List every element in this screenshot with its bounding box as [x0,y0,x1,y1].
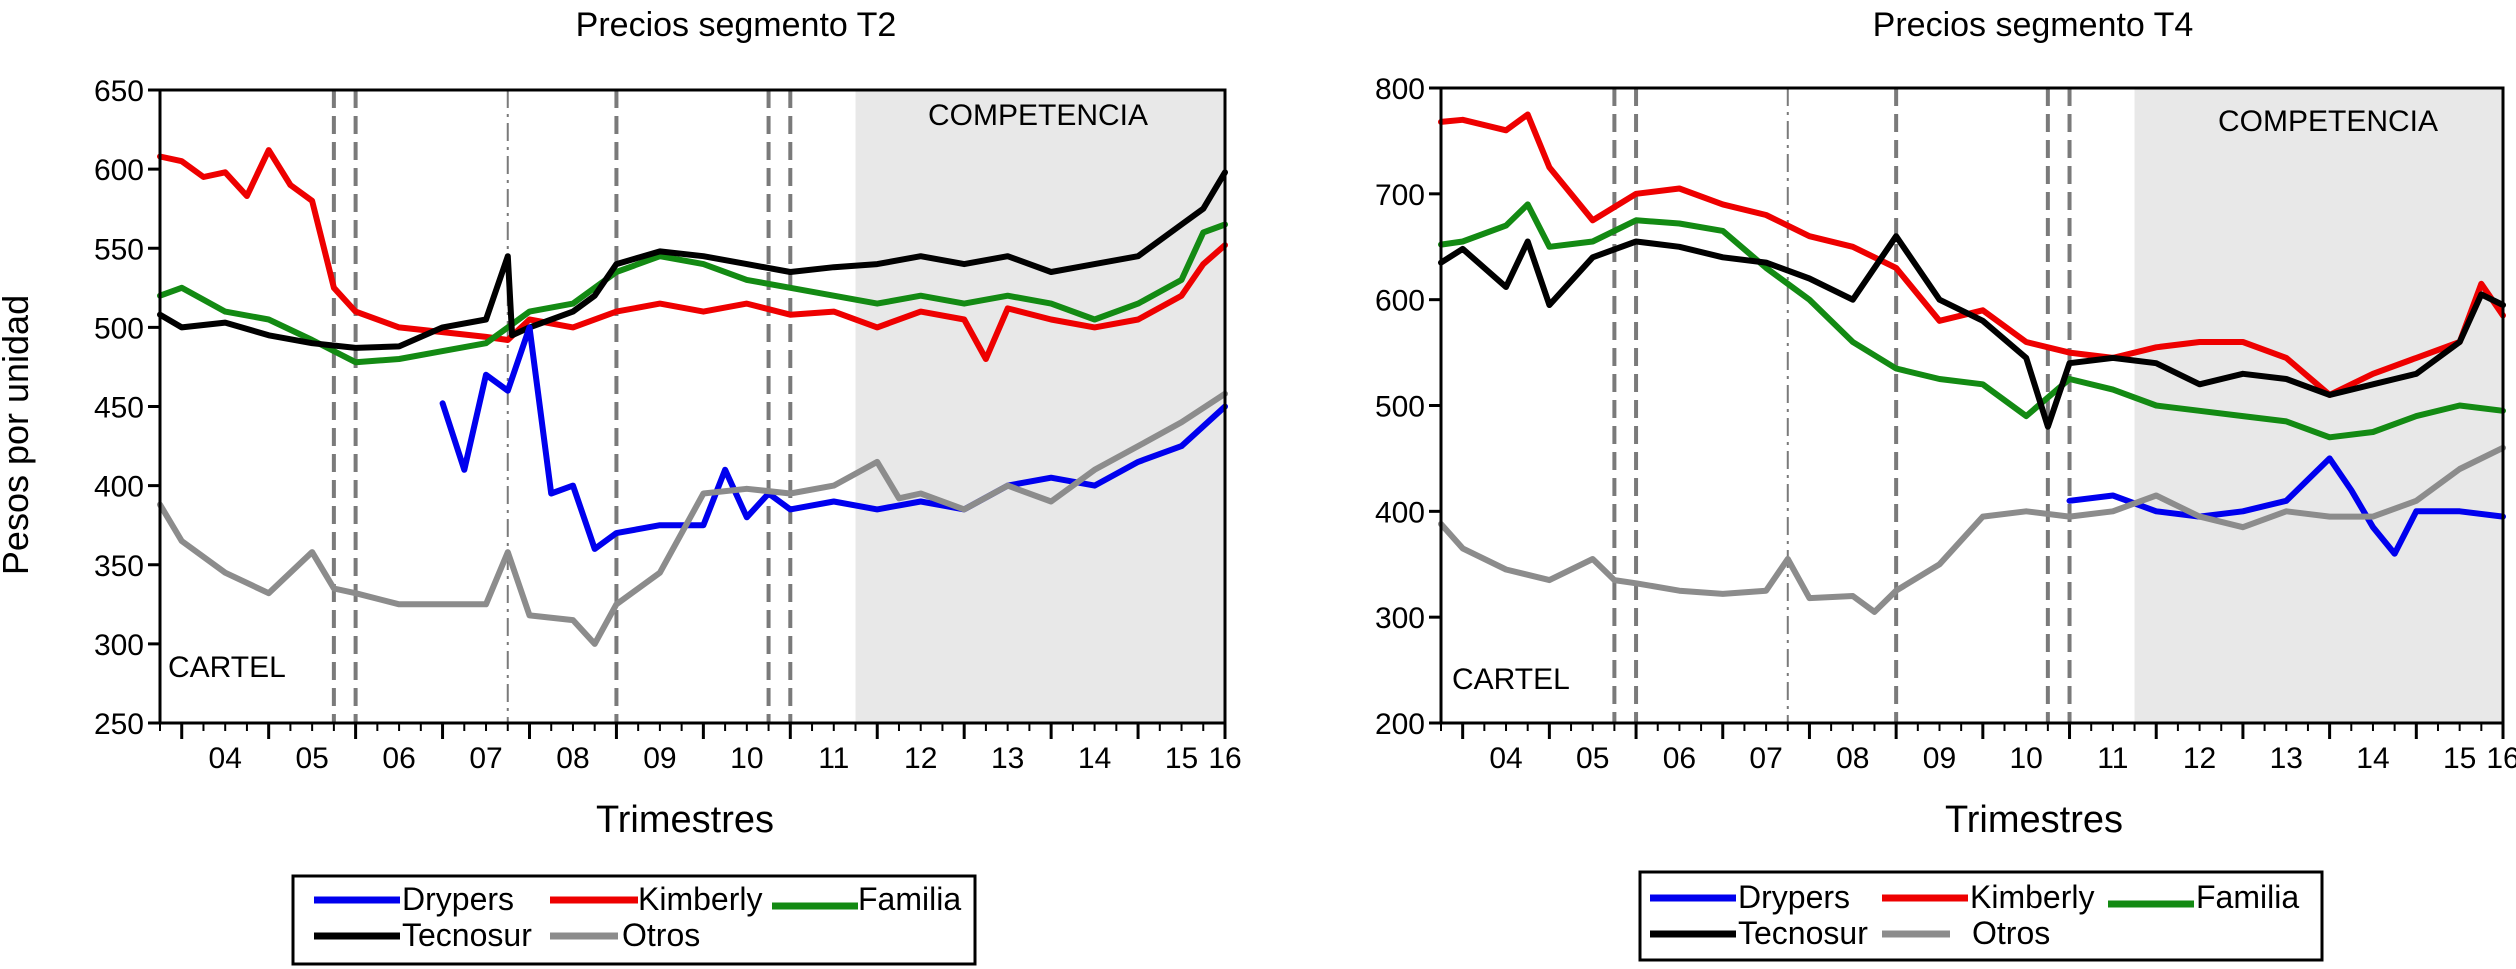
x-tick-label: 14 [1078,742,1111,775]
y-axis: 250 300 350 400 450 500 550 600 650 [94,75,160,741]
series-line-kimberly [1438,111,2506,398]
x-tick-label: 11 [818,742,849,775]
series-line-otros [1438,444,2506,615]
series-group [157,147,1228,647]
x-tick-label: 05 [295,742,328,775]
cartel-label: CARTEL [168,651,286,684]
legend-label-tecnosur: Tecnosur [1738,915,1868,951]
series-line-otros [157,390,1228,647]
y-tick-label: 500 [94,312,144,345]
x-axis: 04 05 06 07 08 09 10 11 12 13 14 15 16 [1440,723,2516,775]
series-line-tecnosur [157,169,1228,351]
x-tick-label: 06 [1663,742,1696,775]
event-lines [1612,88,2072,723]
x-tick-label: 10 [2009,742,2042,775]
x-tick-label: 09 [1923,742,1956,775]
event-lines [331,90,793,723]
y-tick-label: 200 [1375,708,1425,741]
y-tick-label: 800 [1375,73,1425,106]
y-tick-label: 400 [94,471,144,504]
x-tick-label: 05 [1576,742,1609,775]
series-line-drypers [2066,455,2506,557]
x-tick-label: 12 [2183,742,2216,775]
legend-label-otros: Otros [1972,915,2050,951]
y-tick-label: 400 [1375,496,1425,529]
y-tick-label: 300 [1375,602,1425,635]
legend-t4: Drypers Kimberly Familia Tecnosur Otros [1638,870,2324,962]
cartel-label: CARTEL [1452,663,1570,696]
y-tick-label: 650 [94,75,144,108]
x-tick-label: 04 [209,742,242,775]
series-line-familia [157,221,1228,366]
series-line-drypers [439,324,1228,552]
legend-label-familia: Familia [2196,879,2299,915]
y-axis-label: Pesos por unidad [0,295,36,575]
chart-t4: 200 300 400 500 600 700 800 04 05 06 07 08 09 10 11 12… [1375,6,2516,841]
x-axis-label: Trimestres [1945,799,2123,841]
x-tick-label: 14 [2356,742,2389,775]
chart-title: Precios segmento T4 [1873,6,2194,44]
x-tick-label: 16 [1208,742,1241,775]
x-tick-label: 12 [904,742,937,775]
legend-label-otros: Otros [622,917,700,953]
y-tick-label: 450 [94,392,144,425]
legend-label-kimberly: Kimberly [638,881,762,917]
legend-label-tecnosur: Tecnosur [402,917,532,953]
y-tick-label: 500 [1375,391,1425,424]
legend-label-familia: Familia [858,881,961,917]
y-tick-label: 600 [94,154,144,187]
x-tick-label: 16 [2486,742,2516,775]
legend-label-drypers: Drypers [402,881,514,917]
x-tick-label: 10 [730,742,763,775]
series-line-tecnosur [1438,233,2506,430]
legend-box [291,874,977,966]
series-line-kimberly [157,147,1228,362]
x-axis: 04 05 06 07 08 09 10 11 12 13 14 15 16 [159,723,1242,775]
competencia-region [855,90,1225,723]
y-tick-label: 300 [94,629,144,662]
x-axis-label: Trimestres [596,799,774,841]
x-tick-label: 09 [643,742,676,775]
y-axis: 200 300 400 500 600 700 800 [1375,73,1441,741]
x-tick-label: 07 [469,742,502,775]
legend-box [1638,870,2324,962]
y-tick-label: 600 [1375,285,1425,318]
x-tick-label: 15 [1165,742,1198,775]
x-tick-label: 15 [2443,742,2476,775]
x-tick-label: 08 [1836,742,1869,775]
x-tick-label: 13 [991,742,1024,775]
competencia-label: COMPETENCIA [2218,105,2438,138]
legend-label-drypers: Drypers [1738,879,1850,915]
x-tick-label: 06 [382,742,415,775]
y-tick-label: 350 [94,550,144,583]
y-tick-label: 700 [1375,179,1425,212]
y-tick-label: 250 [94,708,144,741]
legend-label-kimberly: Kimberly [1970,879,2094,915]
competencia-region [2134,88,2503,723]
x-tick-label: 04 [1489,742,1522,775]
competencia-label: COMPETENCIA [928,99,1148,132]
legend-t2: Drypers Kimberly Familia Tecnosur Otros [291,874,977,966]
y-tick-label: 550 [94,233,144,266]
series-line-familia [1438,201,2506,441]
chart-title: Precios segmento T2 [576,6,897,44]
x-tick-label: 13 [2270,742,2303,775]
series-group [1438,111,2506,615]
x-tick-label: 08 [556,742,589,775]
x-tick-label: 07 [1749,742,1782,775]
chart-t2: 250 300 350 400 450 500 550 600 650 04 05 06 07 08 09… [94,6,1242,841]
x-tick-label: 11 [2097,742,2128,775]
